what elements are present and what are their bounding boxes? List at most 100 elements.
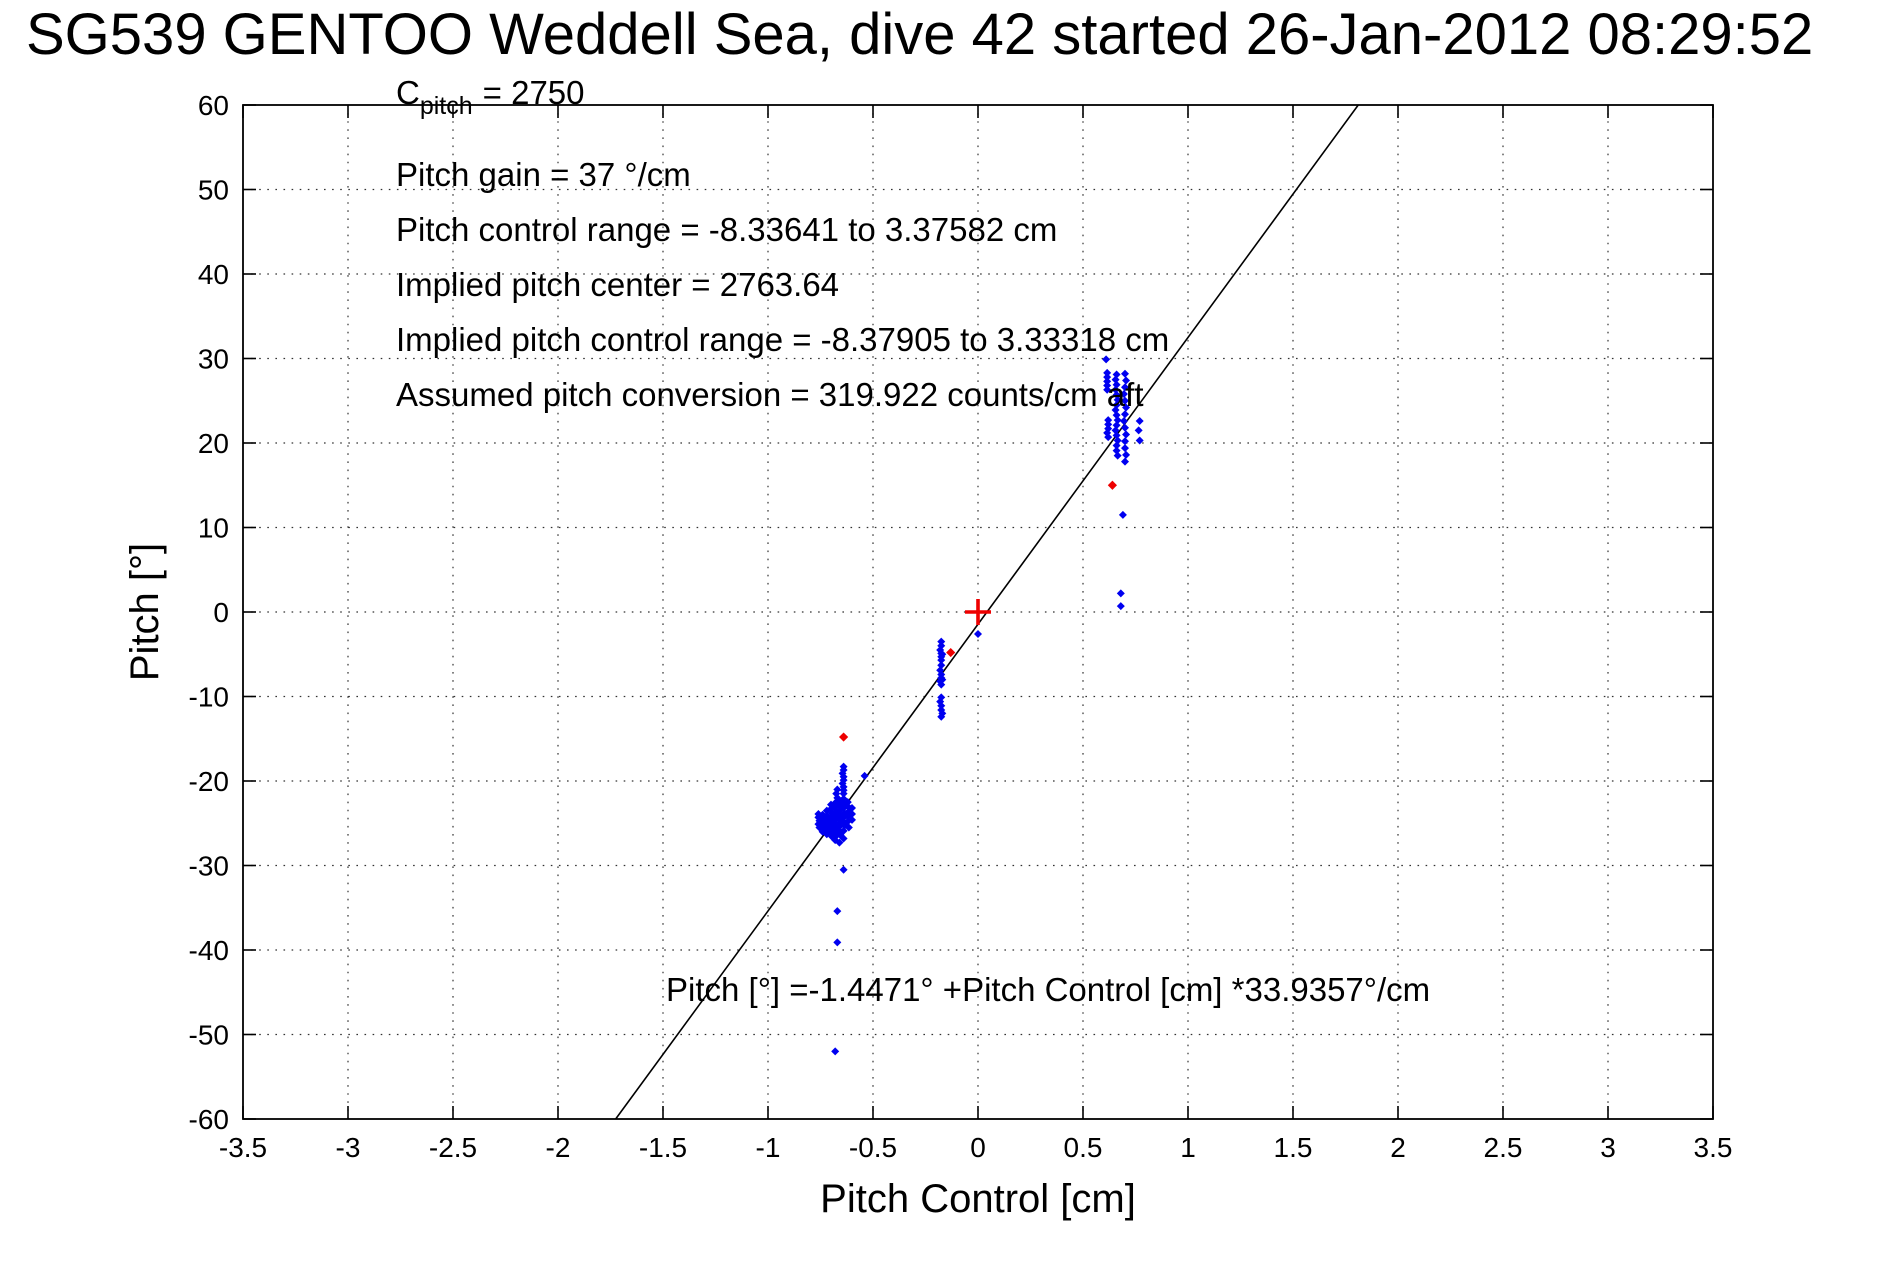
pitch-observation-point [1119, 389, 1128, 398]
axis-tick-labels: -3.5 -3 -2.5 -2 -1.5 -1 -0.5 0 0.5 1 1.5 2 2.5 3 3.5 60… [189, 90, 1733, 1163]
annotation-c-pitch: Cpitch = 2750 [396, 74, 585, 120]
c-pitch-subscript: pitch [420, 92, 473, 120]
pitch-observation-point [833, 938, 842, 947]
pitch-observation-point [1104, 433, 1113, 442]
c-pitch-value: = 2750 [483, 74, 585, 111]
pitch-observation-point [1116, 602, 1125, 611]
y-tick-label: -10 [189, 682, 229, 713]
pitch-observation-point [1112, 441, 1121, 450]
pitch-observation-point [1113, 451, 1122, 460]
pitch-observation-point [1111, 375, 1120, 384]
pitch-observation-point [1112, 421, 1121, 430]
pitch-observation-point [1134, 426, 1143, 435]
pitch-observation-point [843, 798, 852, 807]
annotation-pitch-control-range: Pitch control range = -8.33641 to 3.3758… [396, 211, 1057, 248]
pitch-observation-point [1121, 410, 1129, 419]
pitch-observation-point [831, 1047, 840, 1056]
pitch-observation-point [1112, 390, 1121, 399]
pitch-observation-point [1122, 403, 1131, 412]
data-layer [615, 104, 1359, 1120]
pitch-observation-point [1113, 395, 1122, 404]
pitch-observation-point [833, 907, 842, 916]
pitch-observation-point [844, 823, 853, 832]
pitch-observation-point [1122, 450, 1131, 459]
y-tick-label: 0 [213, 597, 229, 628]
y-tick-label: -20 [189, 766, 229, 797]
pitch-observation-point [937, 656, 946, 665]
flagged-observation-point [946, 647, 956, 658]
pitch-observation-point [1103, 368, 1112, 377]
pitch-observation-point [1121, 396, 1129, 405]
fit-equation-label: Pitch [°] =-1.4471° +Pitch Control [cm] … [666, 971, 1430, 1008]
pitch-observation-point [1112, 431, 1121, 440]
x-tick-label: 2 [1390, 1132, 1406, 1163]
y-tick-label: -30 [189, 851, 229, 882]
origin-plus-marker [965, 599, 991, 625]
pitch-observation-point [848, 815, 856, 824]
x-tick-label: -3.5 [219, 1132, 267, 1163]
c-pitch-prefix: C [396, 74, 420, 111]
pitch-observation-point [848, 804, 856, 813]
pitch-observation-point [1122, 430, 1131, 439]
pitch-observation-point [839, 834, 848, 843]
pitch-observation-point [1116, 589, 1125, 598]
pitch-observation-point [860, 771, 869, 780]
y-tick-label: 60 [198, 90, 229, 121]
x-tick-label: 0 [970, 1132, 986, 1163]
y-tick-label: 10 [198, 513, 229, 544]
pitch-observation-point [835, 822, 844, 831]
pitch-observation-point [839, 789, 848, 798]
pitch-observation-point [1111, 406, 1120, 415]
axis-ticks [242, 104, 1714, 1120]
pitch-observation-point [937, 637, 946, 646]
pitch-observation-point [974, 629, 982, 638]
pitch-observation-point [1119, 417, 1128, 426]
x-tick-label: -1.5 [639, 1132, 687, 1163]
flagged-observation-point [1107, 480, 1117, 490]
y-tick-label: -60 [189, 1104, 229, 1135]
x-tick-label: 2.5 [1484, 1132, 1523, 1163]
pitch-observation-point [1113, 436, 1122, 445]
y-tick-label: -50 [189, 1020, 229, 1051]
pitch-observation-point [1121, 457, 1129, 466]
x-tick-label: -0.5 [849, 1132, 897, 1163]
pitch-observation-point [937, 680, 946, 689]
pitch-observation-point [1112, 411, 1121, 420]
pitch-observation-point [937, 701, 946, 710]
pitch-observation-point [1135, 417, 1144, 426]
x-tick-label: -2 [546, 1132, 571, 1163]
figure-title: SG539 GENTOO Weddell Sea, dive 42 starte… [26, 2, 1813, 67]
annotation-assumed-pitch-conversion: Assumed pitch conversion = 319.922 count… [396, 376, 1144, 413]
x-tick-label: 1 [1180, 1132, 1196, 1163]
pitch-observation-point [1104, 420, 1113, 429]
x-axis-label: Pitch Control [cm] [820, 1177, 1136, 1221]
x-tick-label: 3 [1600, 1132, 1616, 1163]
y-tick-label: -40 [189, 935, 229, 966]
pitch-observation-point [1103, 385, 1112, 394]
pitch-observation-point [1111, 385, 1120, 394]
y-tick-label: 50 [198, 175, 229, 206]
pitch-observation-point [1121, 423, 1129, 432]
pitch-observation-point [1112, 446, 1121, 455]
pitch-observation-point [1102, 355, 1111, 364]
pitch-observation-point [1103, 377, 1112, 386]
pitch-observation-point [1103, 381, 1112, 390]
pitch-observation-point [835, 838, 844, 847]
annotation-implied-pitch-control-range: Implied pitch control range = -8.37905 t… [396, 321, 1169, 358]
pitch-observation-point [1122, 376, 1131, 385]
x-tick-label: 1.5 [1274, 1132, 1313, 1163]
x-tick-label: -1 [756, 1132, 781, 1163]
y-tick-label: 40 [198, 259, 229, 290]
pitch-observation-point [1112, 380, 1121, 389]
pitch-observation-point [1111, 426, 1120, 435]
pitch-observation-point [937, 661, 946, 670]
x-tick-label: -2.5 [429, 1132, 477, 1163]
pitch-observation-point [1118, 510, 1127, 519]
pitch-observation-point [839, 865, 848, 874]
annotation-pitch-gain: Pitch gain = 37 °/cm [396, 156, 691, 193]
pitch-observation-point [848, 809, 856, 818]
pitch-observation-point [839, 826, 848, 835]
y-axis-label: Pitch [°] [123, 543, 167, 681]
